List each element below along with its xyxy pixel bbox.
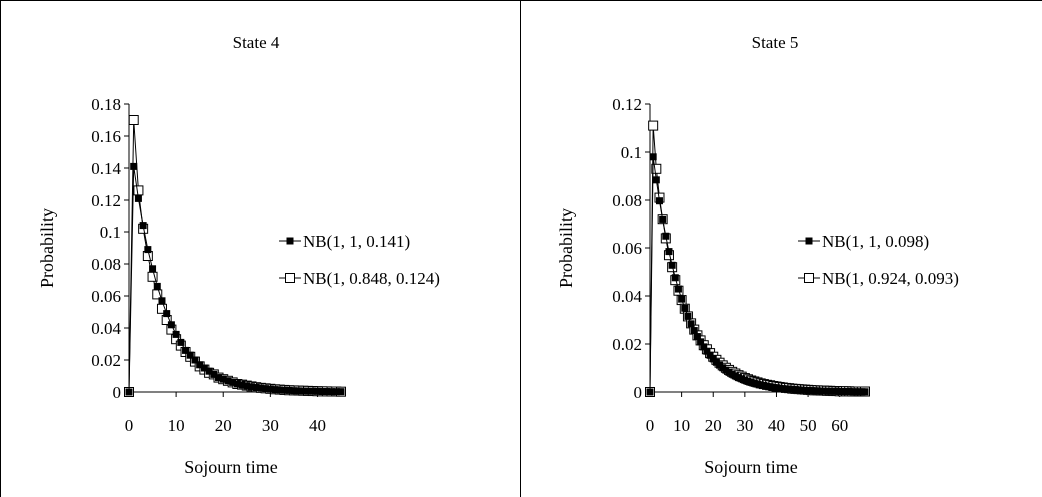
legend-marker	[805, 237, 813, 245]
data-point-filled-square	[177, 338, 185, 346]
y-tick-label: 0.02	[91, 351, 121, 370]
x-tick-label: 0	[125, 416, 134, 435]
data-point-filled-square	[125, 388, 133, 396]
data-point-filled-square	[167, 321, 175, 329]
data-point-filled-square	[662, 232, 670, 240]
data-point-filled-square	[659, 215, 667, 223]
x-tick-label: 0	[646, 416, 655, 435]
x-tick-label: 50	[800, 416, 817, 435]
data-point-filled-square	[649, 153, 657, 161]
x-tick-label: 20	[705, 416, 722, 435]
data-point-filled-square	[163, 310, 171, 318]
legend-entry-1: NB(1, 1, 0.141)	[279, 232, 410, 251]
data-point-filled-square	[668, 261, 676, 269]
chart-panel-state-5: State 5 0 0.02 0.04 0.06 0.08 0.1 0.12 0 10 20 30 40…	[520, 0, 1042, 497]
y-tick-label: 0.06	[91, 287, 121, 306]
x-tick-label: 10	[673, 416, 690, 435]
y-tick-label: 0.1	[621, 143, 642, 162]
chart-title: State 4	[233, 33, 280, 52]
data-point-filled-square	[158, 297, 166, 305]
y-tick-label: 0.16	[91, 127, 121, 146]
y-tick-label: 0.04	[612, 287, 642, 306]
y-tick-label: 0.14	[91, 159, 121, 178]
y-tick-label: 0.04	[91, 319, 121, 338]
series-line	[649, 125, 865, 393]
data-point-filled-square	[172, 330, 180, 338]
data-point-filled-square	[191, 356, 199, 364]
legend-entry-1: NB(1, 1, 0.098)	[798, 232, 929, 251]
data-point-filled-square	[674, 285, 682, 293]
data-point-filled-square	[337, 388, 345, 396]
data-point-filled-square	[687, 320, 695, 328]
data-point-open-square	[651, 163, 662, 174]
data-point-filled-square	[144, 246, 152, 254]
data-point-filled-square	[182, 346, 190, 354]
x-axis-label: Sojourn time	[184, 457, 278, 477]
x-tick-label: 20	[215, 416, 232, 435]
data-point-filled-square	[130, 162, 138, 170]
data-point-filled-square	[681, 304, 689, 312]
legend-label: NB(1, 1, 0.098)	[822, 232, 929, 251]
data-point-filled-square	[684, 312, 692, 320]
y-tick-label: 0	[634, 383, 643, 402]
data-point-filled-square	[134, 194, 142, 202]
data-point-open-square	[648, 120, 659, 131]
series-1	[646, 153, 869, 396]
data-point-filled-square	[671, 274, 679, 282]
legend-entry-2: NB(1, 0.924, 0.093)	[798, 269, 959, 288]
data-point-open-square	[128, 115, 139, 125]
x-tick-label: 60	[831, 416, 848, 435]
y-tick-label: 0.1	[100, 223, 121, 242]
series-1	[125, 162, 345, 396]
legend-marker	[285, 273, 295, 283]
data-point-filled-square	[665, 248, 673, 256]
x-tick-label: 30	[262, 416, 279, 435]
chart-state-5: State 5 0 0.02 0.04 0.06 0.08 0.1 0.12 0 10 20 30 40…	[556, 33, 959, 477]
data-point-filled-square	[690, 327, 698, 335]
x-tick-label: 40	[309, 416, 326, 435]
series-2	[645, 120, 870, 397]
data-point-filled-square	[655, 197, 663, 205]
x-tick-label: 40	[768, 416, 785, 435]
legend-marker	[804, 273, 814, 283]
y-tick-label: 0.12	[612, 95, 642, 114]
legend-label: NB(1, 0.924, 0.093)	[822, 269, 959, 288]
y-tick-label: 0	[113, 383, 122, 402]
chart-title: State 5	[752, 33, 799, 52]
x-tick-label: 30	[736, 416, 753, 435]
series-line	[128, 119, 342, 393]
data-point-filled-square	[139, 222, 147, 230]
y-tick-label: 0.18	[91, 95, 121, 114]
data-point-filled-square	[861, 388, 869, 396]
data-point-filled-square	[646, 388, 654, 396]
legend-label: NB(1, 0.848, 0.124)	[303, 269, 440, 288]
y-axis-label: Probability	[556, 208, 576, 288]
data-point-filled-square	[153, 282, 161, 290]
legend-label: NB(1, 1, 0.141)	[303, 232, 410, 251]
data-point-filled-square	[149, 265, 157, 273]
legend-marker	[286, 237, 294, 245]
y-axis-label: Probability	[37, 208, 57, 288]
y-tick-label: 0.12	[91, 191, 121, 210]
x-axis-label: Sojourn time	[704, 457, 798, 477]
y-tick-label: 0.08	[612, 191, 642, 210]
data-point-filled-square	[678, 295, 686, 303]
data-point-open-square	[133, 185, 144, 196]
series-2	[124, 115, 346, 397]
y-tick-label: 0.08	[91, 255, 121, 274]
x-tick-label: 10	[168, 416, 185, 435]
y-tick-label: 0.06	[612, 239, 642, 258]
data-point-filled-square	[652, 176, 660, 184]
data-point-filled-square	[186, 351, 194, 359]
chart-panel-state-4: State 4 0 0.02 0.04 0.06 0.08 0.1 0.12 0.14 0.16 0…	[0, 0, 521, 497]
legend-entry-2: NB(1, 0.848, 0.124)	[279, 269, 440, 288]
chart-state-4: State 4 0 0.02 0.04 0.06 0.08 0.1 0.12 0.14 0.16 0…	[37, 33, 440, 477]
y-tick-label: 0.02	[612, 335, 642, 354]
